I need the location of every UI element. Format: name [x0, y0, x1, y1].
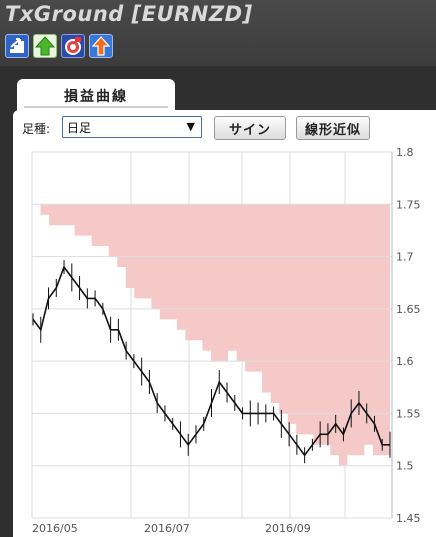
x-tick-label: 2016/07 [144, 522, 190, 535]
y-tick-label: 1.6 [396, 355, 414, 368]
x-tick-label: 2016/05 [32, 522, 78, 535]
drawdown-area [32, 204, 390, 466]
green-tree-arrow-icon[interactable] [33, 34, 57, 58]
x-tick-label: 2016/09 [265, 522, 311, 535]
y-tick-label: 1.55 [396, 407, 421, 420]
tab-underline [24, 106, 168, 108]
app-title: TxGround [EURNZD] [5, 2, 253, 26]
y-tick-label: 1.7 [396, 251, 414, 264]
sine-button[interactable]: サイン [214, 116, 286, 140]
y-tick-label: 1.45 [396, 512, 421, 525]
y-tick-label: 1.5 [396, 460, 414, 473]
toolbar [5, 34, 113, 58]
linear-approx-button[interactable]: 線形近似 [296, 116, 370, 140]
timeframe-select[interactable]: 日足 ▼ [62, 116, 202, 138]
y-tick-label: 1.75 [396, 198, 421, 211]
orange-up-arrow-icon[interactable] [89, 34, 113, 58]
timeframe-label: 足種: [22, 121, 51, 136]
dropdown-arrow-icon: ▼ [186, 120, 195, 133]
timeframe-row: 足種: [22, 116, 54, 140]
title-bar: TxGround [EURNZD] [0, 0, 436, 66]
y-tick-label: 1.65 [396, 303, 421, 316]
y-tick-label: 1.8 [396, 146, 414, 159]
globe-flag-icon[interactable] [61, 34, 85, 58]
timeframe-value: 日足 [67, 120, 92, 135]
stairs-up-icon[interactable] [5, 34, 29, 58]
